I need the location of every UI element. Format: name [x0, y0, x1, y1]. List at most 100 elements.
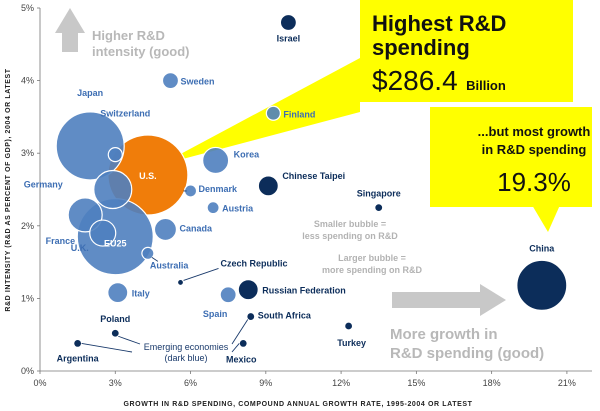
emerging-note-line-1: Emerging economies — [144, 342, 229, 352]
leader-emerging-argentina — [81, 342, 133, 353]
x-tick-label: 6% — [184, 378, 197, 388]
label-u-k: U.K. — [71, 243, 89, 253]
bubble-singapore — [374, 203, 384, 213]
larger-bubble-note-line-2: more spending on R&D — [322, 265, 423, 275]
y-tick-label: 1% — [21, 293, 34, 303]
bubble-canada — [153, 217, 178, 242]
bubble-czech-republic — [176, 278, 185, 287]
label-spain: Spain — [203, 309, 228, 319]
label-denmark: Denmark — [199, 184, 239, 194]
more-growth-note-line-2: R&D spending (good) — [390, 345, 544, 362]
leader-emerging-south-africa — [231, 319, 249, 345]
label-singapore: Singapore — [357, 189, 401, 199]
y-tick-label: 4% — [21, 76, 34, 86]
bubble-switzerland — [107, 147, 123, 163]
leader-emerging-mexico — [231, 343, 240, 353]
bubble-spain — [219, 286, 237, 304]
y-tick-label: 2% — [21, 221, 34, 231]
highest-callout-pointer — [160, 58, 360, 165]
bubbles — [55, 13, 568, 349]
bubble-labels: Israel Sweden Finland Japan Switzerland Korea… — [24, 34, 556, 365]
label-finland: Finland — [283, 109, 315, 119]
bubble-poland — [110, 328, 120, 338]
highest-callout-title-line-1: Highest R&D — [372, 11, 506, 36]
x-tick-label: 3% — [109, 378, 122, 388]
bubble-turkey — [344, 321, 354, 331]
bubble-mexico — [238, 338, 248, 349]
label-italy: Italy — [132, 289, 150, 299]
label-israel: Israel — [277, 34, 301, 44]
leader-czech-republic — [183, 268, 219, 281]
x-tick-label: 18% — [483, 378, 501, 388]
leader-australia — [151, 257, 159, 262]
bubble-u-k — [89, 219, 117, 247]
bubble-argentina — [73, 338, 83, 349]
smaller-bubble-note-line-1: Smaller bubble = — [314, 219, 386, 229]
label-switzerland: Switzerland — [100, 109, 150, 119]
x-tick-label: 9% — [259, 378, 272, 388]
bubble-israel — [279, 13, 297, 32]
label-canada: Canada — [179, 223, 213, 233]
bubble-germany — [93, 169, 133, 210]
highest-callout-unit: Billion — [466, 78, 506, 93]
bubble-korea — [202, 146, 230, 175]
bubble-russian-federation — [237, 279, 259, 301]
label-czech-republic: Czech Republic — [221, 258, 288, 268]
label-chinese-taipei: Chinese Taipei — [282, 171, 345, 181]
y-axis-title: R&D INTENSITY (R&D AS PERCENT OF GDP), 2… — [5, 68, 12, 311]
right-arrow-icon — [392, 284, 506, 316]
y-tick-label: 3% — [21, 148, 34, 158]
more-growth-note-line-1: More growth in — [390, 326, 498, 343]
highest-callout-value: $286.4 Billion — [372, 65, 506, 96]
axis-ticks: 0% 3% 6% 9% 12% 15% 18% 21% 0% 1% 2% 3% 4% 5% — [21, 3, 576, 388]
label-eu25: EU25 — [104, 239, 127, 249]
bubble-australia — [141, 246, 155, 260]
bubble-italy — [107, 281, 129, 304]
larger-bubble-note-line-1: Larger bubble = — [338, 253, 406, 263]
smaller-bubble-note-line-2: less spending on R&D — [302, 231, 398, 241]
bubble-sweden — [161, 71, 180, 90]
highest-callout-box — [360, 0, 573, 102]
growth-callout-box — [430, 107, 592, 207]
label-sweden: Sweden — [180, 77, 214, 87]
growth-callout-title-line-2: in R&D spending — [482, 142, 587, 157]
emerging-note-line-2: (dark blue) — [164, 353, 207, 363]
label-germany: Germany — [24, 180, 63, 190]
growth-callout-value: 19.3% — [497, 167, 571, 197]
leader-lines — [81, 190, 249, 353]
x-axis-title: GROWTH IN R&D SPENDING, COMPOUND ANNUAL … — [123, 401, 472, 408]
y-tick-label: 5% — [21, 3, 34, 13]
label-australia: Australia — [150, 260, 190, 270]
highest-callout-amount: $286.4 — [372, 65, 458, 96]
label-u-s: U.S. — [139, 171, 157, 181]
leader-emerging-poland — [118, 335, 141, 345]
bubble-japan — [55, 111, 125, 181]
bubble-chinese-taipei — [257, 175, 279, 197]
label-france: France — [46, 236, 76, 246]
x-tick-label: 12% — [332, 378, 350, 388]
higher-intensity-note-line-2: intensity (good) — [92, 44, 190, 59]
label-russian-federation: Russian Federation — [262, 286, 346, 296]
label-austria: Austria — [222, 204, 254, 214]
label-turkey: Turkey — [337, 338, 366, 348]
x-tick-label: 15% — [407, 378, 425, 388]
bubble-finland — [265, 105, 281, 121]
label-china: China — [529, 243, 555, 253]
bubble-south-africa — [246, 311, 256, 322]
label-japan: Japan — [77, 88, 103, 98]
label-poland: Poland — [100, 314, 130, 324]
y-tick-label: 0% — [21, 366, 34, 376]
x-tick-label: 0% — [33, 378, 46, 388]
bubble-china — [516, 259, 568, 311]
label-korea: Korea — [234, 149, 261, 159]
label-mexico: Mexico — [226, 354, 257, 364]
x-tick-label: 21% — [558, 378, 576, 388]
up-arrow-icon — [55, 8, 85, 52]
higher-intensity-note-line-1: Higher R&D — [92, 28, 165, 43]
label-argentina: Argentina — [57, 353, 100, 363]
highest-callout-title-line-2: spending — [372, 35, 470, 60]
growth-callout-pointer — [532, 205, 560, 232]
growth-callout-title-line-1: ...but most growth — [478, 124, 591, 139]
label-south-africa: South Africa — [258, 311, 312, 321]
